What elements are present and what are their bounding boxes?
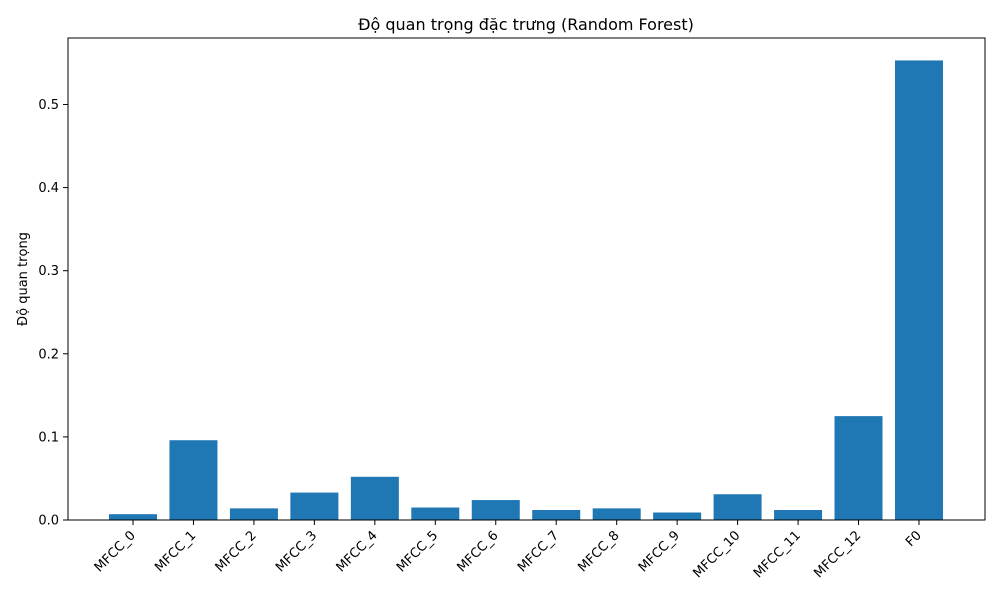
x-tick-label: MFCC_2 bbox=[213, 528, 260, 575]
bar-mfcc-5 bbox=[411, 507, 460, 520]
bars-group bbox=[109, 60, 943, 520]
x-tick-label: MFCC_7 bbox=[515, 528, 562, 575]
bar-mfcc-9 bbox=[653, 512, 702, 520]
chart-title: Độ quan trọng đặc trưng (Random Forest) bbox=[358, 15, 694, 34]
bar-mfcc-0 bbox=[109, 514, 157, 520]
y-axis-label: Độ quan trọng bbox=[16, 232, 31, 326]
y-tick-label: 0.1 bbox=[38, 430, 59, 445]
x-tick-label: MFCC_3 bbox=[273, 528, 320, 575]
y-tick-label: 0.4 bbox=[38, 181, 59, 196]
x-tick-label: MFCC_8 bbox=[575, 528, 622, 575]
x-axis-ticks: MFCC_0 MFCC_1 MFCC_2 MFCC_3 MFCC_4 MFCC_5 MFCC… bbox=[92, 520, 925, 581]
x-tick-label: F0 bbox=[903, 528, 925, 550]
x-tick-label: MFCC_9 bbox=[636, 528, 683, 575]
y-tick-label: 0.0 bbox=[38, 514, 59, 529]
y-tick-label: 0.2 bbox=[38, 347, 59, 362]
bar-mfcc-12 bbox=[834, 416, 883, 520]
bar-mfcc-6 bbox=[471, 500, 520, 520]
bar-f0 bbox=[894, 60, 943, 520]
bar-mfcc-10 bbox=[713, 494, 762, 520]
x-tick-label: MFCC_12 bbox=[811, 528, 864, 581]
x-tick-label: MFCC_11 bbox=[751, 528, 804, 581]
x-tick-label: MFCC_10 bbox=[690, 528, 743, 581]
bar-mfcc-11 bbox=[774, 510, 823, 520]
y-tick-label: 0.3 bbox=[38, 264, 59, 279]
x-tick-label: MFCC_6 bbox=[454, 528, 501, 575]
x-tick-label: MFCC_0 bbox=[92, 528, 139, 575]
x-tick-label: MFCC_4 bbox=[334, 528, 381, 575]
bar-mfcc-4 bbox=[350, 476, 399, 520]
bar-mfcc-8 bbox=[592, 508, 641, 520]
bar-mfcc-7 bbox=[532, 510, 581, 520]
y-axis-ticks: 0.0 0.1 0.2 0.3 0.4 0.5 bbox=[38, 98, 68, 529]
x-tick-label: MFCC_5 bbox=[394, 528, 441, 575]
x-tick-label: MFCC_1 bbox=[152, 528, 199, 575]
bar-mfcc-2 bbox=[229, 508, 278, 520]
plot-frame bbox=[67, 37, 986, 521]
bar-mfcc-1 bbox=[169, 440, 218, 520]
y-tick-label: 0.5 bbox=[38, 98, 59, 113]
bar-mfcc-3 bbox=[290, 492, 339, 520]
